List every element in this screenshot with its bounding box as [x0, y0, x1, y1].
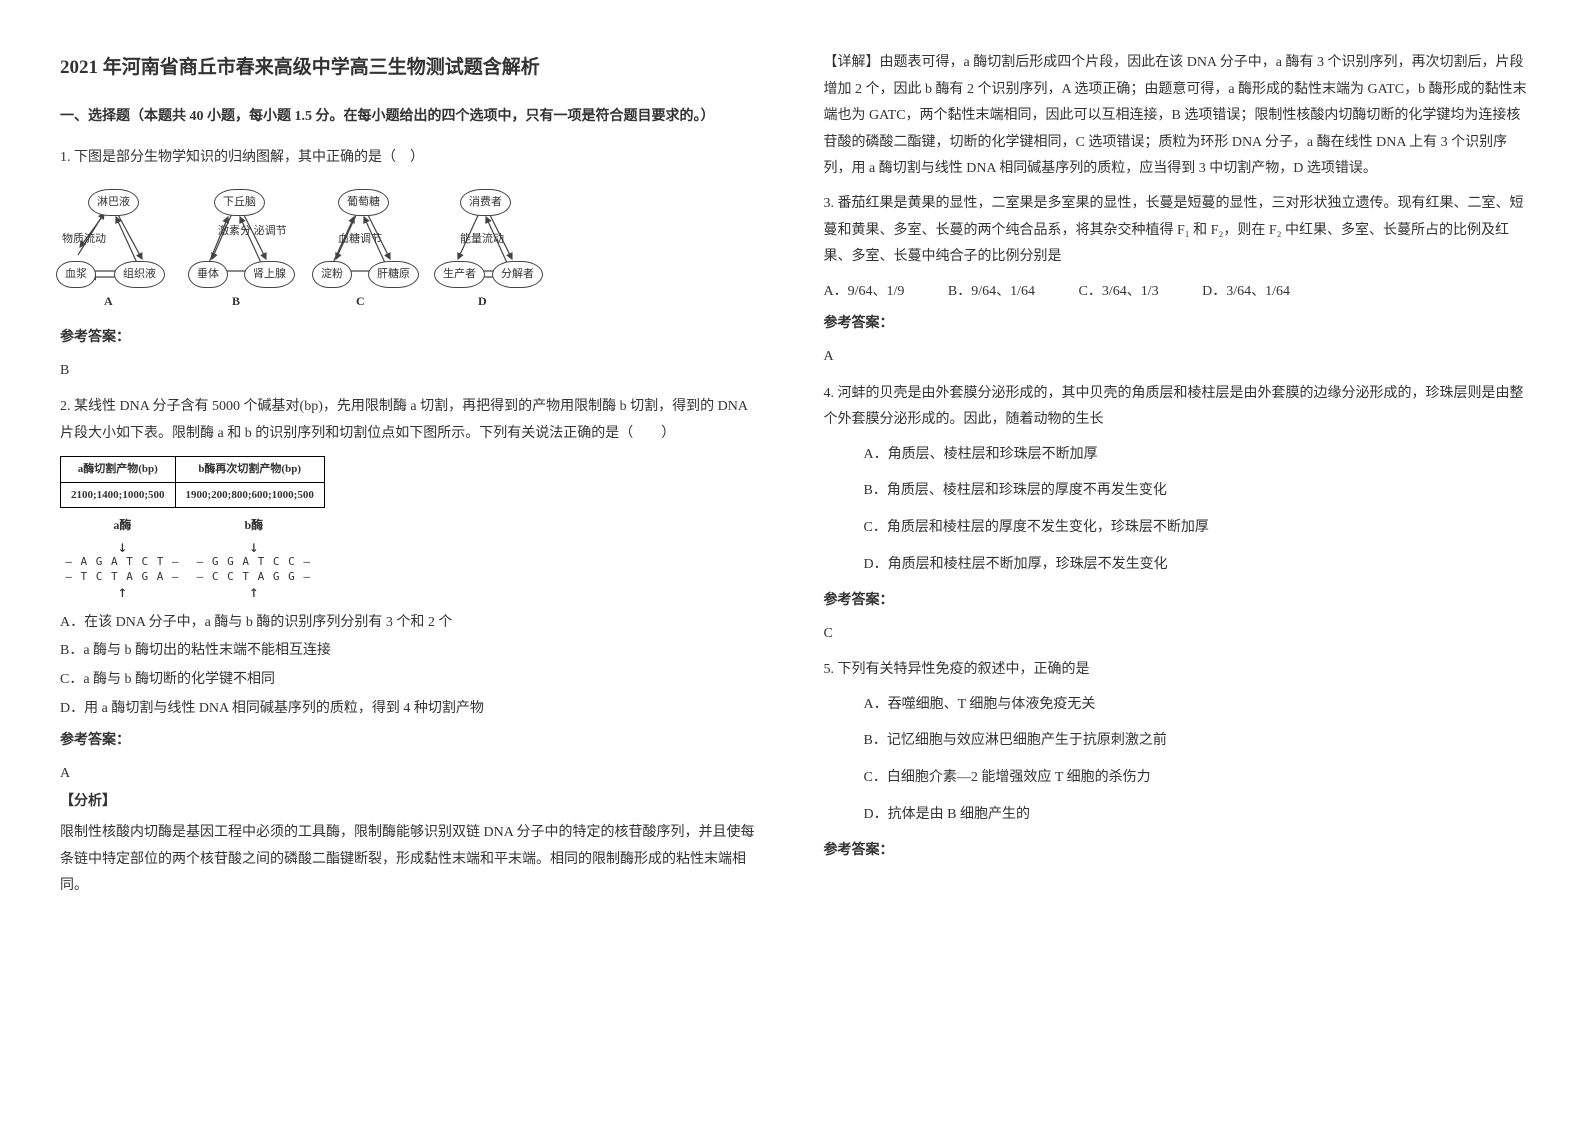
fig-c-label: C [356, 290, 365, 313]
fig-c-top: 葡萄糖 [338, 189, 389, 216]
fig-b-label: B [232, 290, 240, 313]
q4-text: 4. 河蚌的贝壳是由外套膜分泌形成的，其中贝壳的角质层和棱柱层是由外套膜的边缘分… [824, 381, 1528, 434]
seq-b-label: b酶 [191, 514, 316, 537]
q2-opt-b: B．a 酶与 b 酶切出的粘性末端不能相互连接 [60, 638, 764, 665]
q5-opt-b: B．记忆细胞与效应淋巴细胞产生于抗原刺激之前 [864, 728, 1528, 755]
fig-d-mid: 能量流动 [460, 229, 504, 250]
q3-ans-label: 参考答案： [824, 311, 1528, 338]
fig-b-bl: 垂体 [188, 261, 228, 288]
fig-b-mid: 激素分 泌调节 [218, 225, 266, 237]
fig-a-b1: 血浆 [56, 261, 96, 288]
q1-figure: 淋巴液 物质流动 血浆 组织液 A 下丘脑 激素分 泌调节 垂体 肾上腺 B 葡… [60, 181, 540, 311]
down-arrow-icon: ↓ [191, 539, 316, 555]
fig-d-br: 分解者 [492, 261, 543, 288]
fig-a-label: A [104, 290, 113, 313]
seq-b1: — G G A T C C — [191, 555, 316, 569]
fig-a-left: 物质流动 [62, 229, 106, 250]
q3-options: A．9/64、1/9 B．9/64、1/64 C．3/64、1/3 D．3/64… [824, 279, 1528, 306]
fig-d-label: D [478, 290, 487, 313]
seq-a-label: a酶 [60, 514, 185, 537]
question-1: 1. 下图是部分生物学知识的归纳图解，其中正确的是（ ） [60, 145, 764, 385]
q4-opt-b: B．角质层、棱柱层和珍珠层的厚度不再发生变化 [864, 478, 1528, 505]
q2-ans-label: 参考答案： [60, 728, 764, 755]
q3-opt-c: C．3/64、1/3 [1079, 279, 1159, 306]
question-2: 2. 某线性 DNA 分子含有 5000 个碱基对(bp)，先用限制酶 a 切割… [60, 394, 764, 899]
q1-text: 1. 下图是部分生物学知识的归纳图解，其中正确的是（ ） [60, 145, 764, 172]
q2-detail: 【详解】由题表可得，a 酶切割后形成四个片段，因此在该 DNA 分子中，a 酶有… [824, 50, 1528, 183]
q2-th1: a酶切割产物(bp) [61, 456, 176, 482]
q2-seq-diagram: a酶 ↓ — A G A T C T — — T C T A G A — ↑ b… [60, 514, 320, 599]
q4-ans-label: 参考答案： [824, 588, 1528, 615]
fig-b-br: 肾上腺 [244, 261, 295, 288]
detail-text: 由题表可得，a 酶切割后形成四个片段，因此在该 DNA 分子中，a 酶有 3 个… [824, 55, 1527, 176]
q3-opt-d: D．3/64、1/64 [1202, 279, 1290, 306]
q1-ans-label: 参考答案： [60, 325, 764, 352]
q3-text: 3. 番茄红果是黄果的显性，二室果是多室果的显性，长蔓是短蔓的显性，三对形状独立… [824, 191, 1528, 271]
fig-c-bl: 淀粉 [312, 261, 352, 288]
doc-title: 2021 年河南省商丘市春来高级中学高三生物测试题含解析 [60, 50, 764, 86]
q4-opt-c: C．角质层和棱柱层的厚度不发生变化，珍珠层不断加厚 [864, 515, 1528, 542]
fig-c-mid: 血糖调节 [338, 229, 382, 250]
q4-opt-a: A．角质层、棱柱层和珍珠层不断加厚 [864, 442, 1528, 469]
up-arrow-icon: ↑ [60, 584, 185, 600]
q2-analysis-label: 【分析】 [60, 789, 764, 816]
q5-text: 5. 下列有关特异性免疫的叙述中，正确的是 [824, 657, 1528, 684]
q4-opt-d: D．角质层和棱柱层不断加厚，珍珠层不发生变化 [864, 552, 1528, 579]
up-arrow-icon: ↑ [191, 584, 316, 600]
q2-analysis: 限制性核酸内切酶是基因工程中必须的工具酶，限制酶能够识别双链 DNA 分子中的特… [60, 820, 764, 900]
q3-opt-b: B．9/64、1/64 [948, 279, 1035, 306]
fig-d-bl: 生产者 [434, 261, 485, 288]
q2-opt-c: C．a 酶与 b 酶切断的化学键不相同 [60, 667, 764, 694]
detail-label: 【详解】 [824, 55, 880, 70]
q5-ans-label: 参考答案： [824, 838, 1528, 865]
fig-d-top: 消费者 [460, 189, 511, 216]
seq-a1: — A G A T C T — [60, 555, 185, 569]
q2-opt-d: D．用 a 酶切割与线性 DNA 相同碱基序列的质粒，得到 4 种切割产物 [60, 696, 764, 723]
q2-table: a酶切割产物(bp) b酶再次切割产物(bp) 2100;1400;1000;5… [60, 456, 325, 509]
question-3: 3. 番茄红果是黄果的显性，二室果是多室果的显性，长蔓是短蔓的显性，三对形状独立… [824, 191, 1528, 371]
fig-b-top: 下丘脑 [214, 189, 265, 216]
fig-a-b2: 组织液 [114, 261, 165, 288]
q5-opt-d: D．抗体是由 B 细胞产生的 [864, 802, 1528, 829]
right-column: 【详解】由题表可得，a 酶切割后形成四个片段，因此在该 DNA 分子中，a 酶有… [824, 50, 1528, 1082]
q4-answer: C [824, 621, 1528, 648]
q2-th2: b酶再次切割产物(bp) [175, 456, 324, 482]
q5-opt-a: A．吞噬细胞、T 细胞与体液免疫无关 [864, 692, 1528, 719]
q2-td1: 2100;1400;1000;500 [61, 482, 176, 508]
q2-text: 2. 某线性 DNA 分子含有 5000 个碱基对(bp)，先用限制酶 a 切割… [60, 394, 764, 447]
left-column: 2021 年河南省商丘市春来高级中学高三生物测试题含解析 一、选择题（本题共 4… [60, 50, 764, 1082]
q2-answer: A [60, 761, 764, 788]
q1-answer: B [60, 358, 764, 385]
q5-opt-c: C．白细胞介素—2 能增强效应 T 细胞的杀伤力 [864, 765, 1528, 792]
section-1-heading: 一、选择题（本题共 40 小题，每小题 1.5 分。在每小题给出的四个选项中，只… [60, 104, 764, 131]
q2-td2: 1900;200;800;600;1000;500 [175, 482, 324, 508]
q3-answer: A [824, 344, 1528, 371]
q2-opt-a: A．在该 DNA 分子中，a 酶与 b 酶的识别序列分别有 3 个和 2 个 [60, 610, 764, 637]
q3-opt-a: A．9/64、1/9 [824, 279, 905, 306]
fig-a-top: 淋巴液 [88, 189, 139, 216]
question-4: 4. 河蚌的贝壳是由外套膜分泌形成的，其中贝壳的角质层和棱柱层是由外套膜的边缘分… [824, 381, 1528, 648]
fig-c-br: 肝糖原 [368, 261, 419, 288]
down-arrow-icon: ↓ [60, 539, 185, 555]
question-5: 5. 下列有关特异性免疫的叙述中，正确的是 A．吞噬细胞、T 细胞与体液免疫无关… [824, 657, 1528, 865]
